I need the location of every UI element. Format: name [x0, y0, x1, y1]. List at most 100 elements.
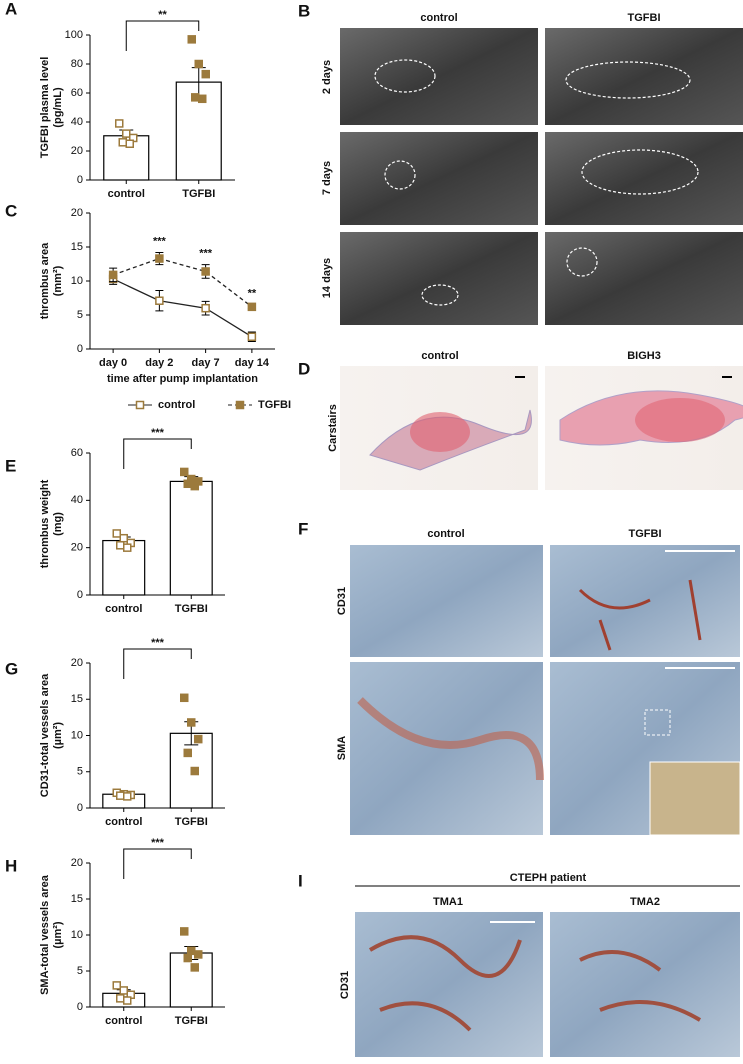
panel-letter: I — [298, 871, 303, 890]
histology-images — [340, 366, 743, 490]
panel-letter: A — [5, 0, 17, 18]
significance-label: *** — [151, 637, 165, 649]
y-tick-label: 5 — [77, 766, 83, 778]
y-tick-label: 15 — [71, 893, 83, 905]
data-point — [201, 303, 210, 313]
group-header: CTEPH patient — [510, 872, 587, 884]
data-point — [116, 791, 125, 800]
panel-letter: D — [298, 359, 310, 378]
x-tick-label: control — [105, 1015, 142, 1027]
y-tick-label: 20 — [71, 542, 83, 554]
tma-images — [355, 912, 740, 1057]
x-axis-label: time after pump implantation — [107, 373, 258, 385]
ultrasound-grid — [340, 28, 743, 325]
data-point — [187, 946, 196, 956]
panel-letter: C — [5, 201, 17, 220]
data-point — [116, 541, 125, 550]
y-tick-label: 10 — [71, 929, 83, 941]
bar — [169, 480, 213, 596]
data-point — [123, 792, 132, 801]
significance-bracket — [123, 848, 192, 879]
y-axis-label: CD31-total vessels area — [39, 673, 51, 797]
column-header: control — [420, 12, 457, 24]
data-point — [190, 963, 199, 972]
y-axis-label: (µm²) — [52, 921, 64, 948]
data-point — [123, 543, 132, 552]
data-point — [247, 302, 257, 312]
y-tick-label: 15 — [71, 693, 83, 705]
panel-letter: F — [298, 519, 308, 538]
ihc-images — [350, 545, 741, 836]
data-point — [155, 254, 164, 263]
column-header: control — [427, 528, 464, 540]
significance-label: *** — [199, 248, 213, 260]
y-tick-label: 0 — [77, 1001, 83, 1013]
data-point — [123, 996, 132, 1005]
column-header: TGFBI — [628, 12, 661, 24]
column-header: BIGH3 — [627, 350, 661, 362]
data-point — [108, 270, 118, 280]
y-tick-label: 80 — [71, 58, 83, 70]
significance-bracket — [125, 20, 200, 51]
series-line — [112, 257, 253, 308]
y-tick-label: 5 — [77, 965, 83, 977]
data-point — [190, 481, 199, 491]
data-point — [135, 400, 145, 410]
legend-label: TGFBI — [258, 399, 291, 411]
column-header: control — [421, 350, 458, 362]
y-tick-label: 15 — [71, 241, 83, 253]
significance-bracket — [123, 648, 192, 679]
y-tick-label: 60 — [71, 87, 83, 99]
data-point — [118, 138, 127, 147]
row-label: 2 days — [321, 60, 333, 94]
data-point — [198, 94, 207, 104]
data-point — [201, 267, 210, 276]
significance-bracket — [123, 438, 192, 469]
row-label: Carstairs — [327, 404, 339, 452]
x-tick-label: TGFBI — [175, 1015, 208, 1027]
data-point — [191, 93, 200, 102]
x-tick-label: day 0 — [99, 357, 127, 369]
column-header: TMA1 — [433, 896, 463, 908]
data-point — [112, 981, 121, 990]
data-point — [122, 129, 131, 138]
significance-label: *** — [151, 837, 165, 849]
data-point — [112, 529, 121, 538]
data-point — [183, 748, 192, 758]
x-tick-label: day 14 — [235, 357, 270, 369]
x-tick-label: control — [108, 188, 145, 200]
x-tick-label: TGFBI — [175, 816, 208, 828]
panel-letter: E — [5, 456, 16, 475]
data-point — [180, 693, 189, 703]
y-axis-label: (pg/mL) — [52, 87, 64, 128]
y-tick-label: 0 — [77, 174, 83, 186]
y-tick-label: 10 — [71, 275, 83, 287]
data-point — [119, 533, 128, 543]
y-axis-label: (mm²) — [52, 265, 64, 296]
data-point — [183, 479, 192, 489]
data-point — [183, 953, 192, 963]
data-point — [116, 994, 125, 1003]
x-tick-label: day 7 — [192, 357, 220, 369]
data-point — [194, 950, 203, 959]
y-tick-label: 0 — [77, 802, 83, 814]
data-point — [194, 734, 203, 744]
y-tick-label: 40 — [71, 116, 83, 128]
data-point — [125, 139, 134, 148]
panel-letter: H — [5, 856, 17, 875]
y-tick-label: 60 — [71, 447, 83, 459]
y-tick-label: 40 — [71, 494, 83, 506]
row-label: 14 days — [321, 258, 333, 298]
row-label: SMA — [336, 736, 348, 761]
data-point — [155, 296, 164, 305]
x-tick-label: control — [105, 816, 142, 828]
row-label: CD31 — [336, 587, 348, 615]
y-tick-label: 20 — [71, 657, 83, 669]
data-point — [235, 400, 245, 410]
y-tick-label: 10 — [71, 729, 83, 741]
data-point — [190, 766, 199, 776]
data-point — [201, 69, 210, 79]
y-tick-label: 20 — [71, 857, 83, 869]
column-header: TMA2 — [630, 896, 660, 908]
